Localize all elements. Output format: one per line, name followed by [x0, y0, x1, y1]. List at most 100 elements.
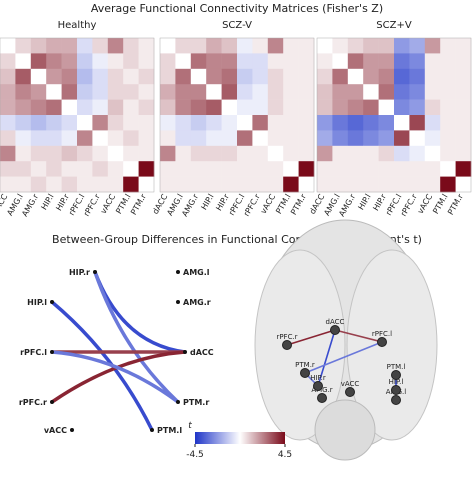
cell — [61, 176, 78, 193]
cell — [46, 161, 62, 177]
cell — [347, 130, 364, 147]
cell — [440, 38, 456, 54]
brain-node-label: HIP.l — [389, 378, 404, 386]
cell — [283, 115, 299, 131]
cell — [252, 68, 269, 85]
cell — [123, 176, 139, 193]
cell — [138, 115, 155, 131]
cell — [175, 145, 192, 162]
cell — [206, 84, 222, 100]
cell — [455, 161, 472, 177]
cell — [77, 145, 93, 162]
cell — [160, 130, 176, 147]
matrix-title: SCZ-V — [222, 20, 252, 31]
region-label: PTM.r — [446, 192, 465, 217]
cell — [92, 161, 109, 177]
cell — [160, 99, 176, 116]
cell — [455, 99, 472, 116]
cell — [409, 161, 426, 177]
cell — [77, 68, 93, 85]
cell — [15, 176, 32, 193]
cell — [175, 68, 192, 85]
cell — [332, 115, 349, 131]
cell — [237, 53, 253, 70]
cell — [92, 145, 109, 162]
cell — [30, 145, 47, 162]
edge — [51, 350, 180, 404]
cell — [378, 130, 395, 147]
region-label: AMG.r — [337, 192, 357, 218]
cell — [0, 115, 16, 131]
cell — [77, 176, 93, 193]
brain-node-label: AMG.r — [311, 386, 332, 394]
cell — [252, 161, 269, 177]
node-label: AMG.l — [183, 268, 210, 277]
cell — [298, 130, 315, 147]
cell — [46, 176, 62, 193]
cell — [317, 99, 333, 116]
cell — [30, 84, 47, 100]
cell — [190, 38, 207, 54]
cell — [30, 53, 47, 70]
cell — [107, 145, 124, 162]
brain-node — [391, 370, 401, 380]
cell — [0, 68, 16, 85]
cell — [252, 145, 269, 162]
cell — [378, 84, 395, 100]
cell — [409, 145, 426, 162]
node — [176, 400, 180, 404]
cell — [190, 115, 207, 131]
cell — [160, 68, 176, 85]
cell — [15, 161, 32, 177]
cell — [92, 53, 109, 70]
cell — [283, 84, 299, 100]
edge — [50, 300, 154, 431]
cell — [363, 99, 379, 116]
cell — [0, 84, 16, 100]
brain-edge — [304, 341, 383, 374]
cell — [298, 176, 315, 193]
cell — [221, 38, 238, 54]
cell — [15, 84, 32, 100]
cell — [378, 145, 395, 162]
cell — [347, 176, 364, 193]
node-label: HIP.r — [69, 268, 90, 277]
cell — [363, 53, 379, 70]
brain-edge — [317, 329, 336, 387]
cell — [221, 130, 238, 147]
cell — [317, 53, 333, 70]
brain-edge — [286, 329, 336, 346]
node — [176, 270, 180, 274]
cell — [123, 145, 139, 162]
cell — [394, 84, 410, 100]
cell — [298, 53, 315, 70]
cell — [206, 130, 222, 147]
cell — [206, 53, 222, 70]
cell — [77, 38, 93, 54]
cell — [267, 38, 284, 54]
brain-node-label: rPFC.l — [372, 330, 392, 338]
cell — [267, 115, 284, 131]
cell — [347, 38, 364, 54]
node-label: vACC — [44, 426, 67, 435]
edge — [93, 271, 180, 404]
brain-node — [282, 340, 292, 350]
matrix-frame — [0, 37, 155, 193]
cell — [378, 161, 395, 177]
cell — [267, 84, 284, 100]
cell — [237, 38, 253, 54]
cell — [175, 84, 192, 100]
cell — [160, 145, 176, 162]
cell — [30, 130, 47, 147]
cell — [424, 84, 441, 100]
brain-node-label: rPFC.r — [276, 333, 297, 341]
cell — [138, 145, 155, 162]
cell — [107, 53, 124, 70]
cell — [123, 68, 139, 85]
cell — [221, 176, 238, 193]
cell — [107, 130, 124, 147]
cell — [92, 68, 109, 85]
cell — [175, 53, 192, 70]
cell — [160, 161, 176, 177]
